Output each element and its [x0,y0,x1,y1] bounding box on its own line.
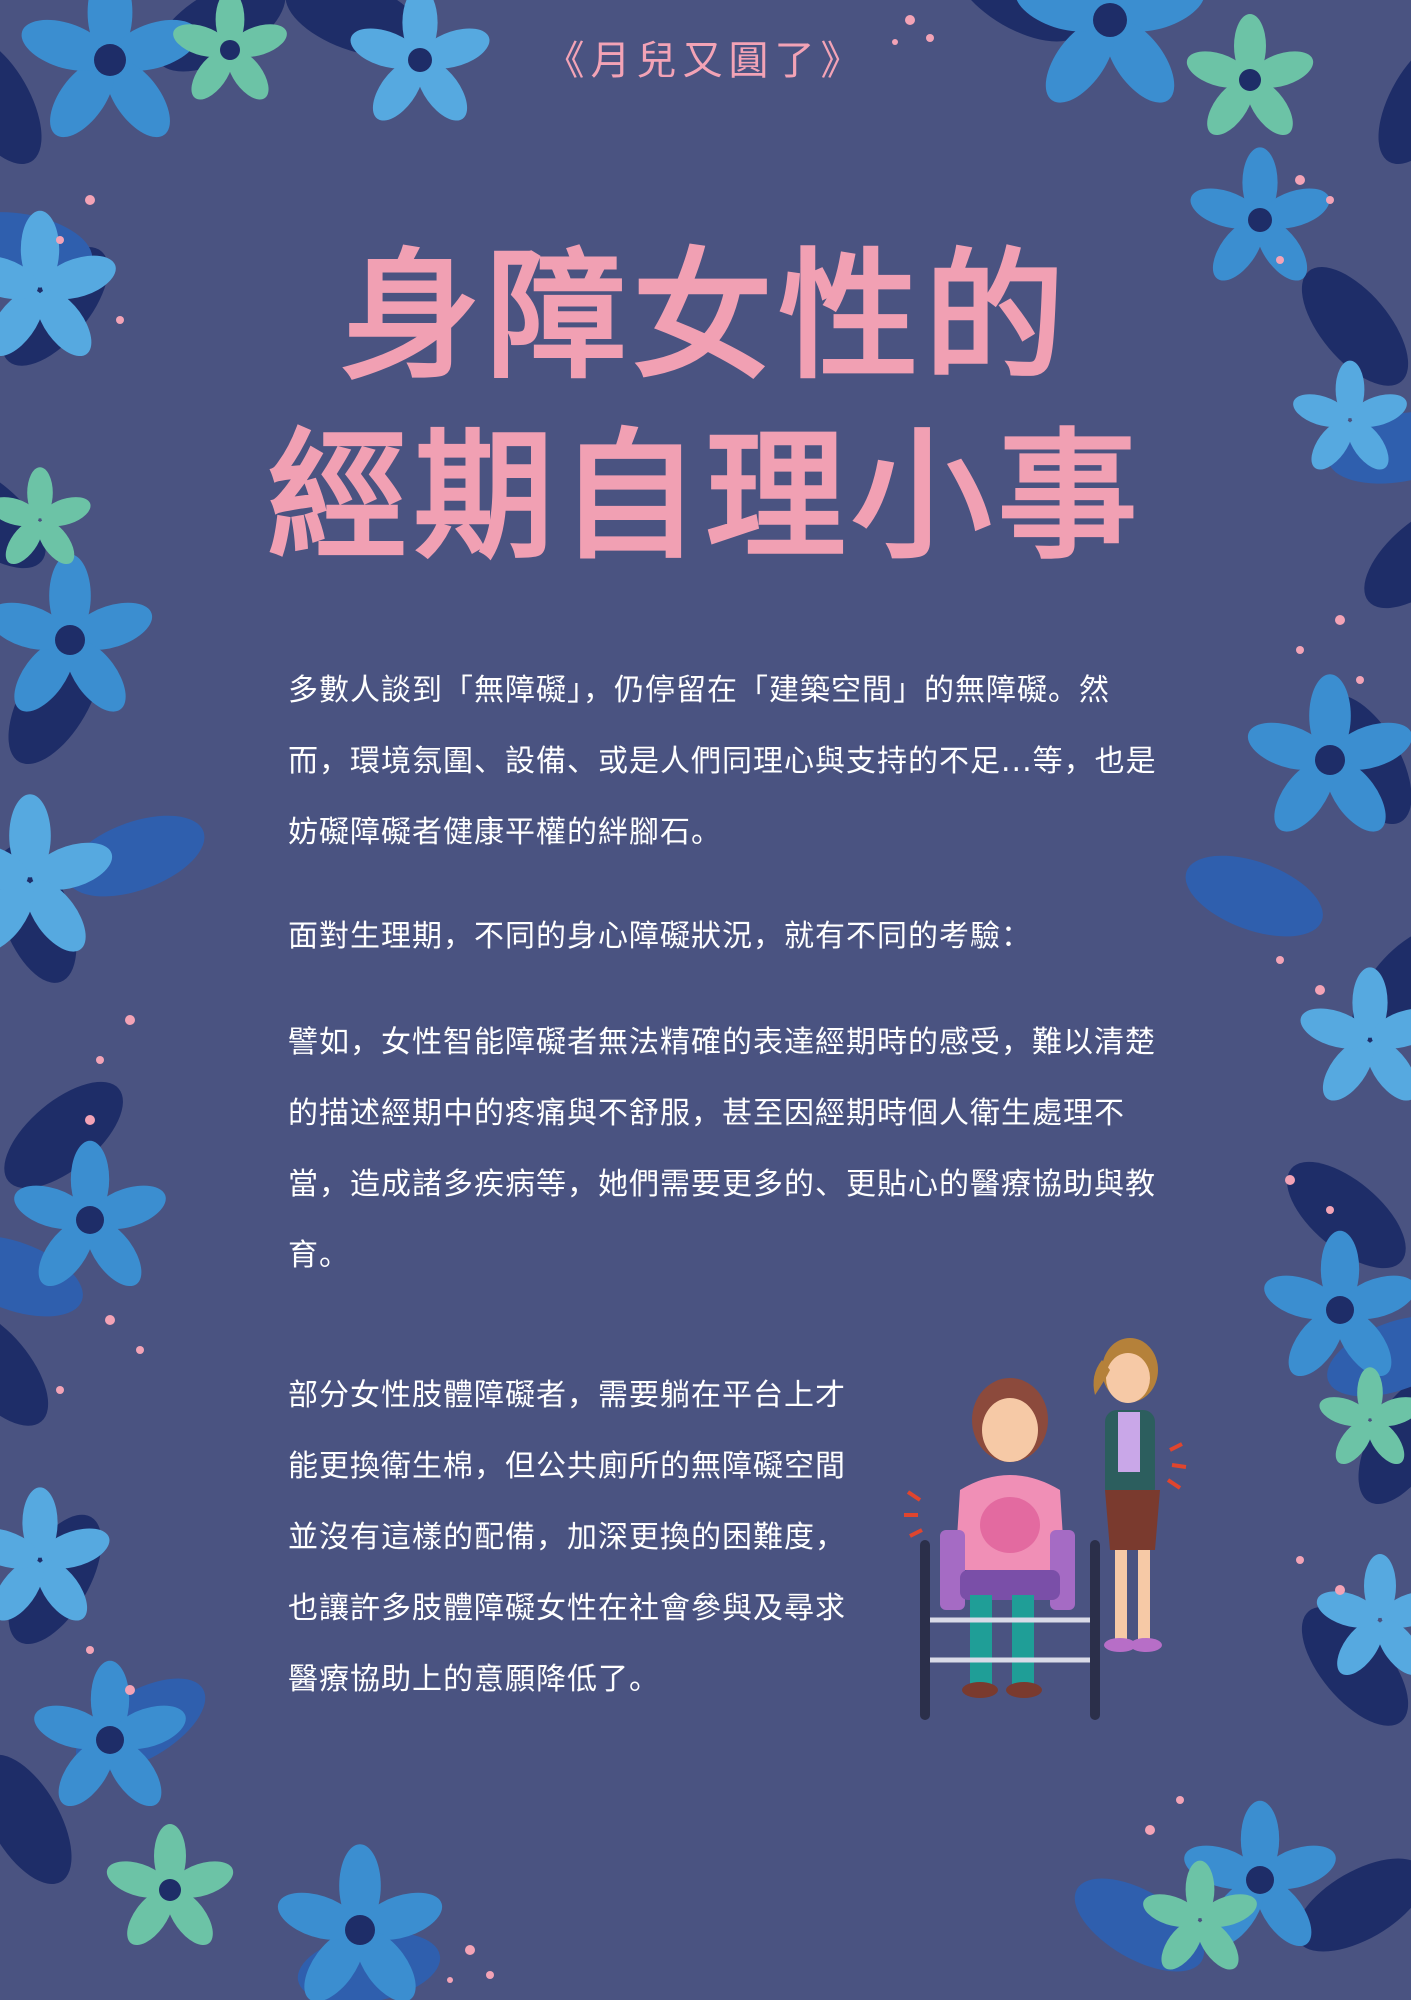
title-line-2: 經期自理小事 [267,416,1144,579]
paragraph-challenge: 面對生理期，不同的身心障礙狀況，就有不同的考驗： [288,919,1032,954]
paragraph-physical: 部分女性肢體障礙者，需要躺在平台上才能更換衛生棉，但公共廁所的無障礙空間並沒有這… [288,1378,846,1697]
woman-wheelchair-illustration [904,1378,1100,1720]
title-line-1: 身障女性的 [340,236,1071,399]
paragraph-intellectual: 譬如，女性智能障礙者無法精確的表達經期時的感受，難以清楚的描述經期中的疼痛與不舒… [288,1025,1156,1273]
women-illustration [904,1338,1187,1720]
paragraph-intro: 多數人談到「無障礙」，仍停留在「建築空間」的無障礙。然而，環境氛圍、設備、或是人… [288,673,1157,850]
woman-standing-cramp-illustration [1093,1338,1187,1652]
series-label: 《月兒又圓了》 [544,38,867,84]
